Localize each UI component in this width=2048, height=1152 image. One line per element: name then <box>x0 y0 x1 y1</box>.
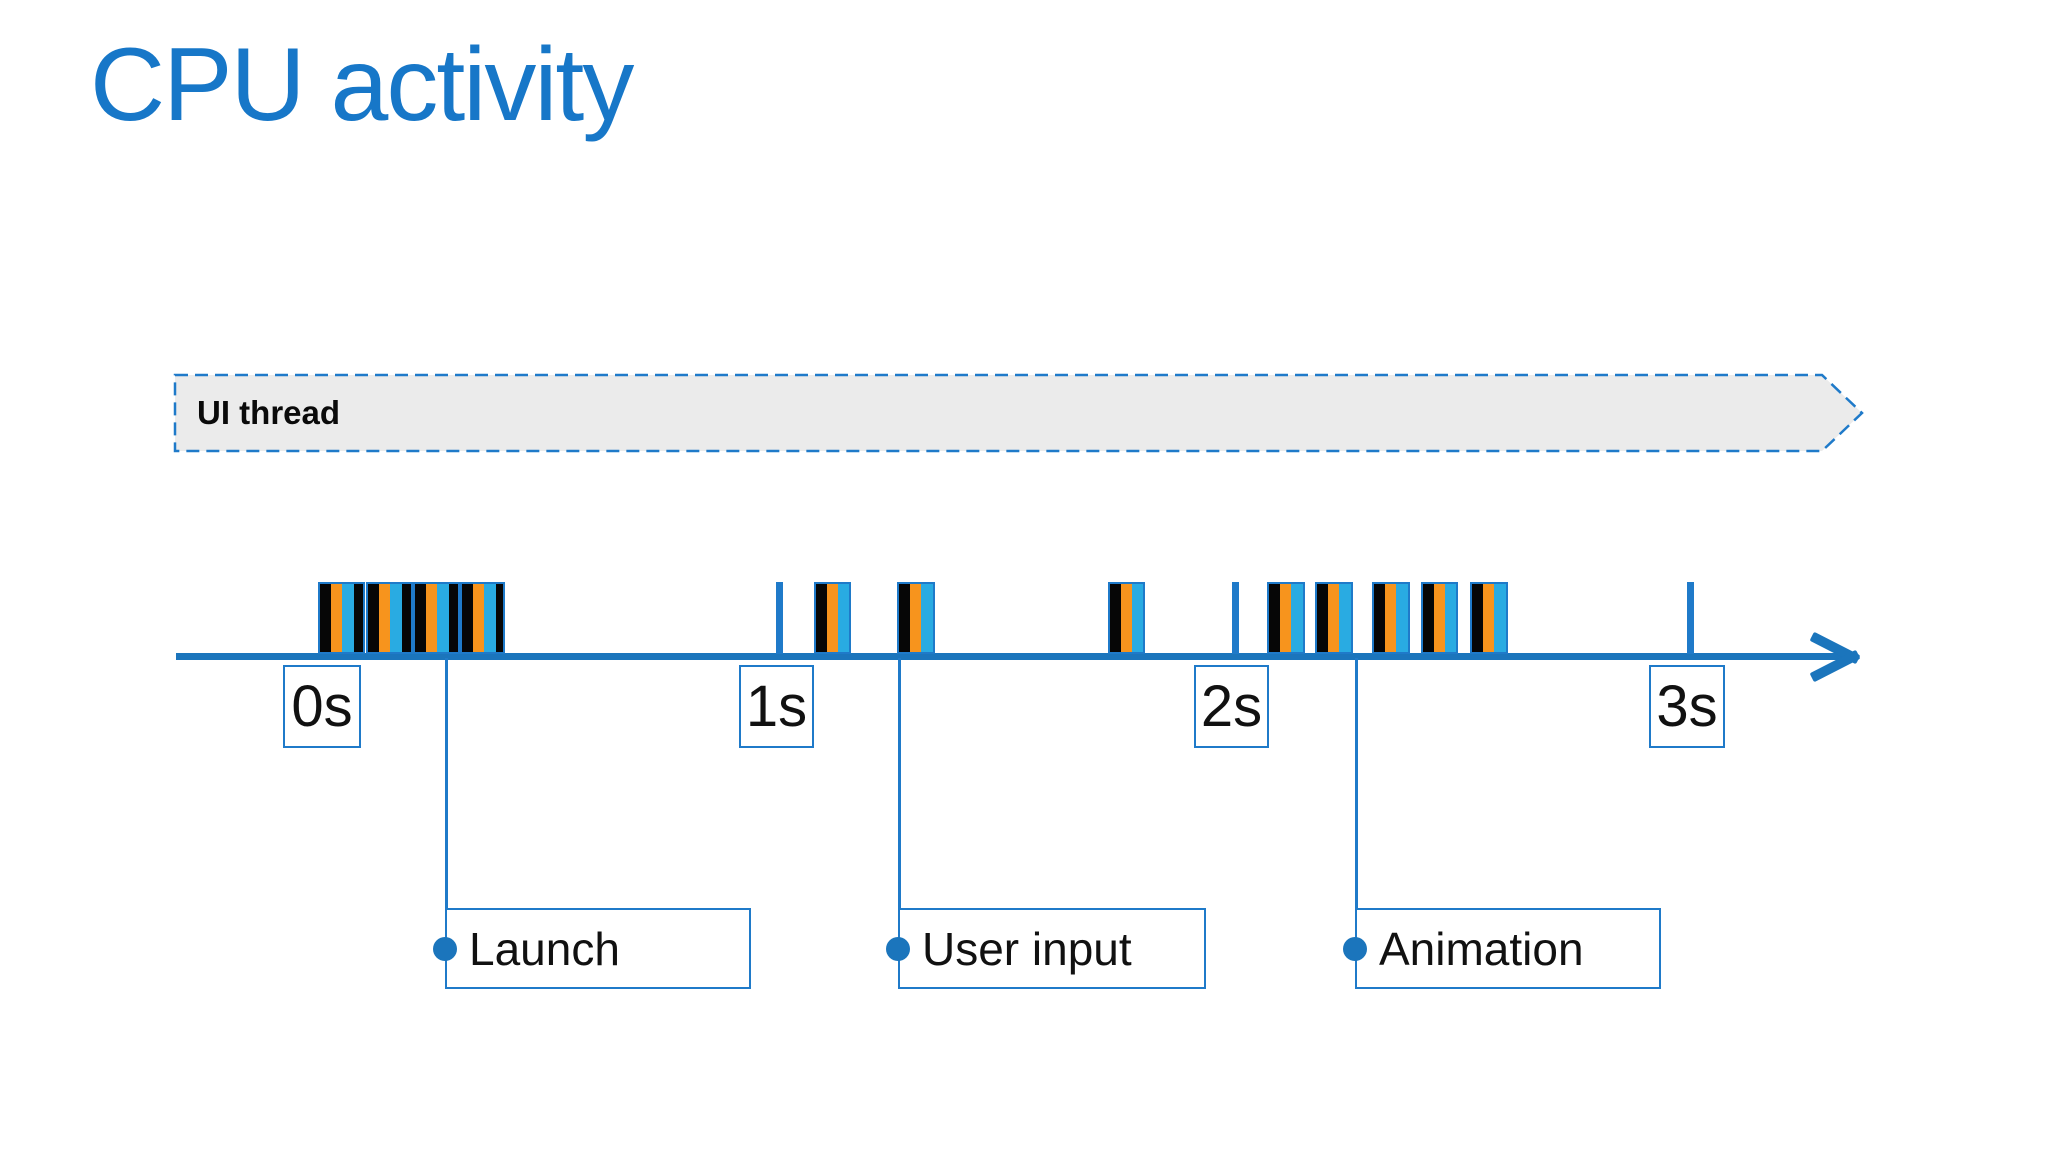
time-label-box: 3s <box>1649 665 1725 748</box>
event-dot-icon <box>886 936 910 961</box>
timeline-axis <box>176 653 1845 660</box>
event-label-box: Launch <box>445 908 751 989</box>
time-label: 3s <box>1656 674 1718 739</box>
event-dot-icon <box>1343 936 1367 961</box>
ui-thread-banner: UI thread <box>173 373 1865 453</box>
event-label: Launch <box>469 922 620 975</box>
activity-burst <box>318 582 365 654</box>
event-connector-line <box>898 658 901 908</box>
time-label: 0s <box>291 674 353 739</box>
activity-burst <box>1470 582 1508 654</box>
activity-burst <box>1421 582 1458 654</box>
activity-burst <box>366 582 413 654</box>
time-label-box: 1s <box>739 665 814 748</box>
activity-burst <box>1372 582 1410 654</box>
event-label: User input <box>922 922 1132 975</box>
activity-burst <box>460 582 505 654</box>
event-label-box: Animation <box>1355 908 1661 989</box>
activity-burst <box>1108 582 1145 654</box>
activity-burst <box>413 582 460 654</box>
activity-burst <box>897 582 935 654</box>
axis-tickmark <box>1687 582 1694 654</box>
event-dot-icon <box>433 936 457 961</box>
activity-burst <box>1315 582 1353 654</box>
event-connector-line <box>445 658 448 908</box>
event-connector-line <box>1355 658 1358 908</box>
time-label: 1s <box>745 674 808 739</box>
page-title: CPU activity <box>90 27 634 143</box>
event-label: Animation <box>1379 922 1584 975</box>
activity-burst <box>814 582 851 654</box>
time-label-box: 2s <box>1194 665 1269 748</box>
event-label-box: User input <box>898 908 1206 989</box>
time-label-box: 0s <box>283 665 361 748</box>
ui-thread-label: UI thread <box>197 394 341 431</box>
time-label: 2s <box>1200 674 1263 739</box>
axis-tickmark <box>776 582 783 654</box>
activity-burst <box>1267 582 1305 654</box>
axis-tickmark <box>1232 582 1239 654</box>
banner-pentagon-shape <box>173 373 1864 453</box>
